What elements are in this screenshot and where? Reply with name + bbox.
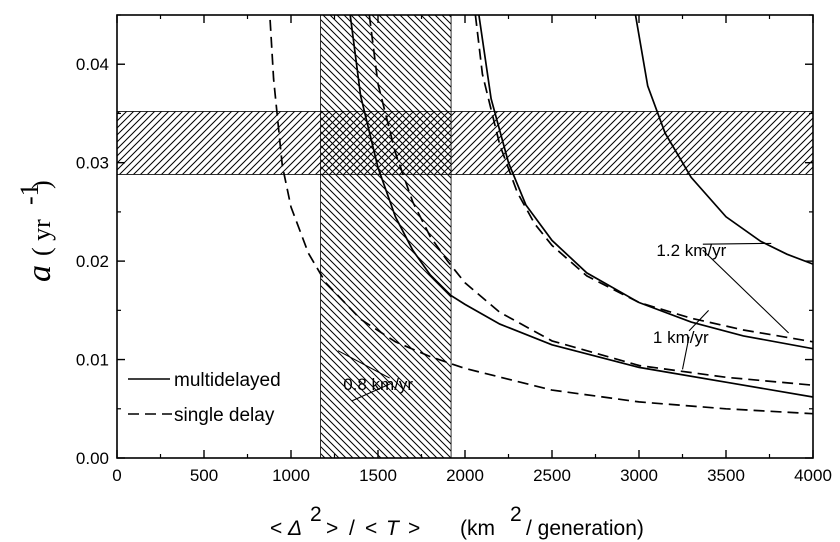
x-tick-label: 3500 bbox=[707, 466, 745, 485]
x-tick-label: 3000 bbox=[620, 466, 658, 485]
xlabel-unit-rest: / generation) bbox=[526, 517, 644, 540]
series-line-dashed-5 bbox=[474, 15, 813, 343]
series-line-dashed-3 bbox=[368, 15, 813, 387]
ylabel-unit-close: ) bbox=[27, 180, 56, 189]
xlabel-delta-sup: 2 bbox=[310, 503, 322, 526]
xlabel-gt1: > bbox=[326, 517, 338, 540]
series-line-dashed-1 bbox=[269, 19, 813, 415]
xlabel-T: T bbox=[386, 517, 401, 540]
annotation-leader bbox=[702, 249, 790, 334]
legend: multidelayed single delay bbox=[128, 370, 281, 426]
y-axis-title: a ( yr -1 ) bbox=[15, 180, 58, 282]
x-tick-label: 0 bbox=[112, 466, 121, 485]
xlabel-lt1: < bbox=[270, 517, 282, 540]
xlabel-unit-open: (km bbox=[460, 517, 495, 540]
plot-frame bbox=[116, 14, 814, 459]
x-tick-label: 1000 bbox=[272, 466, 310, 485]
annotation-leader bbox=[688, 309, 709, 332]
y-tick-label: 0.02 bbox=[76, 252, 109, 271]
x-axis-title: < Δ 2 > / < T > (km 2 / generation) bbox=[270, 503, 644, 540]
ylabel-unit-sup: -1 bbox=[15, 183, 44, 205]
shaded-region-horizontal bbox=[117, 111, 813, 175]
series-line-solid-2 bbox=[478, 15, 813, 350]
series-line-solid-0 bbox=[349, 15, 813, 398]
y-tick-label: 0.01 bbox=[76, 351, 109, 370]
xlabel-unit-sup: 2 bbox=[510, 503, 522, 526]
annotation-leader bbox=[702, 242, 772, 245]
y-tick-label: 0.04 bbox=[76, 55, 109, 74]
annotation-layer: 0.8 km/yr 1 km/yr 1.2 km/yr bbox=[337, 241, 790, 402]
ylabel-unit-open: ( yr bbox=[27, 219, 56, 256]
legend-label-multidelayed: multidelayed bbox=[174, 370, 281, 391]
x-tick-label: 2000 bbox=[446, 466, 484, 485]
y-tick-label: 0.00 bbox=[76, 449, 109, 468]
annotation-label: 0.8 km/yr bbox=[343, 375, 413, 394]
xlabel-slash: / bbox=[349, 517, 355, 540]
x-tick-label: 1500 bbox=[359, 466, 397, 485]
annotation-label: 1 km/yr bbox=[653, 328, 709, 347]
xlabel-gt2: > bbox=[408, 517, 420, 540]
xlabel-lt2: < bbox=[365, 517, 377, 540]
annotation-leader bbox=[681, 336, 690, 370]
annotation-leader bbox=[337, 350, 390, 379]
x-axis-ticks: 0 500 1000 1500 2000 2500 3000 3500 4000 bbox=[112, 15, 832, 485]
annotation-label: 1.2 km/yr bbox=[656, 241, 726, 260]
legend-label-single-delay: single delay bbox=[174, 405, 275, 426]
series-layer bbox=[269, 15, 813, 415]
annotation-leader bbox=[351, 383, 390, 402]
x-tick-label: 4000 bbox=[794, 466, 832, 485]
shaded-regions bbox=[117, 15, 813, 458]
series-line-solid-4 bbox=[634, 15, 813, 265]
y-axis-ticks: 0.00 0.01 0.02 0.03 0.04 bbox=[76, 14, 813, 468]
y-tick-label: 0.03 bbox=[76, 154, 109, 173]
x-tick-label: 500 bbox=[190, 466, 218, 485]
ylabel-symbol: a bbox=[21, 265, 58, 282]
xlabel-delta: Δ bbox=[287, 517, 302, 540]
x-tick-label: 2500 bbox=[533, 466, 571, 485]
